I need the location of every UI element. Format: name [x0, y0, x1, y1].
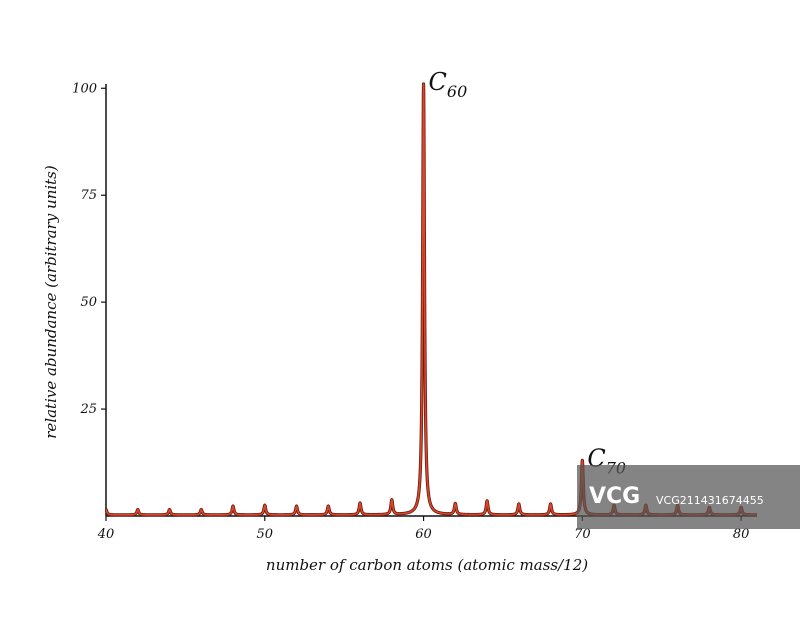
- x-tick-label: 40: [97, 527, 115, 542]
- watermark-box: [577, 465, 800, 529]
- x-tick-label: 50: [257, 527, 274, 542]
- y-tick-label: 50: [80, 295, 97, 310]
- peak-label: C60: [429, 68, 468, 101]
- peak-annotations: C60C70: [429, 68, 627, 477]
- watermark-text: VCG211431674455: [656, 494, 764, 507]
- x-ticks: 40 50 60 70 80: [97, 516, 750, 542]
- y-tick-label: 25: [79, 402, 97, 417]
- spectrum-line-shadow: [104, 82, 759, 517]
- x-tick-label: 60: [415, 527, 432, 542]
- axes: [105, 84, 757, 517]
- spectrum-series: [104, 82, 759, 517]
- x-axis-label: number of carbon atoms (atomic mass/12): [266, 556, 588, 574]
- y-axis-label: relative abundance (arbitrary units): [42, 165, 60, 439]
- spectrum-line: [105, 83, 758, 516]
- y-tick-label: 75: [80, 188, 97, 203]
- y-tick-label: 100: [72, 81, 97, 96]
- watermark: VCG VCG211431674455: [577, 465, 800, 529]
- x-tick-label: 80: [733, 527, 750, 542]
- watermark-logo: VCG: [589, 484, 640, 509]
- y-ticks: 25 50 75 100: [72, 81, 106, 417]
- x-tick-label: 70: [574, 527, 591, 542]
